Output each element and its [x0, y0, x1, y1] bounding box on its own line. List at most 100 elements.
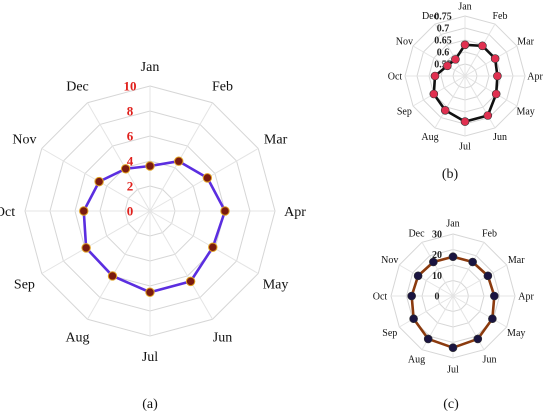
radial-tick-label: 30 [432, 230, 442, 241]
data-point-apr [490, 291, 499, 301]
grid-spoke [452, 242, 485, 297]
data-point-jun [473, 334, 483, 344]
data-point-apr [220, 206, 230, 216]
month-label-oct: Oct [0, 205, 15, 220]
radial-tick-label: 6 [127, 129, 134, 144]
month-label-aug: Aug [421, 132, 438, 143]
radial-tick-label: 8 [127, 104, 134, 119]
month-label-may: May [516, 107, 534, 118]
data-point-oct [79, 206, 89, 216]
grid-spoke [464, 75, 518, 107]
data-point-may [491, 89, 501, 99]
data-point-jun [483, 111, 493, 120]
month-label-sep: Sep [14, 277, 35, 292]
month-label-oct: Oct [373, 292, 388, 303]
data-point-may [208, 242, 218, 252]
data-point-oct [430, 71, 440, 81]
grid-spoke [464, 45, 518, 77]
month-label-apr: Apr [527, 72, 543, 83]
month-label-apr: Apr [518, 292, 534, 303]
month-label-nov: Nov [381, 255, 398, 266]
grid-spoke [149, 210, 213, 320]
grid-spoke [149, 210, 259, 274]
radial-tick-label: 2 [127, 179, 134, 194]
data-point-feb [174, 156, 184, 166]
month-label-nov: Nov [396, 37, 413, 48]
month-label-dec: Dec [66, 79, 89, 94]
month-label-jul: Jul [447, 365, 459, 376]
radial-tick-label: 0 [435, 292, 440, 303]
month-label-oct: Oct [388, 72, 403, 83]
month-label-sep: Sep [397, 107, 412, 118]
data-point-dec [120, 164, 131, 174]
month-label-jun: Jun [213, 330, 232, 345]
radial-tick-label: 0.65 [434, 36, 452, 47]
month-label-jun: Jun [493, 132, 507, 143]
month-label-sep: Sep [382, 328, 397, 339]
data-point-sep [81, 243, 91, 253]
data-point-jan [460, 40, 470, 50]
data-point-jul [145, 287, 155, 297]
data-point-aug [107, 271, 118, 281]
radial-tick-label: 10 [432, 271, 442, 282]
grid-spoke [434, 23, 466, 77]
grid-spoke [41, 210, 151, 274]
data-point-jul [460, 117, 470, 126]
grid-spoke [421, 242, 454, 297]
data-point-feb [468, 257, 477, 267]
radial-tick-label: 0.7 [437, 24, 450, 35]
month-label-jul: Jul [142, 350, 158, 365]
month-label-jun: Jun [483, 355, 497, 366]
grid-spoke [87, 210, 151, 320]
month-label-nov: Nov [12, 132, 36, 147]
data-point-apr [493, 71, 502, 81]
radar-chart-b: Jan Feb Mar Apr May Jun Jul Aug Sep Oct Nov Dec 0.55… [388, 2, 544, 183]
month-label-mar: Mar [517, 37, 534, 48]
data-point-mar [490, 54, 500, 63]
month-label-mar: Mar [264, 132, 288, 147]
data-point-nov [443, 61, 452, 71]
radial-tick-label: 0.55 [434, 60, 452, 71]
data-point-dec [429, 257, 438, 267]
data-point-may [488, 314, 497, 324]
month-label-jan: Jan [141, 60, 160, 75]
data-point-mar [202, 173, 213, 183]
month-label-may: May [263, 277, 289, 292]
month-label-aug: Aug [408, 355, 425, 366]
month-label-may: May [507, 328, 525, 339]
month-label-jan: Jan [458, 2, 471, 13]
data-point-oct [407, 291, 416, 301]
grid-spoke [412, 75, 466, 107]
radial-tick-label: 10 [124, 79, 137, 94]
radar-chart-c: Jan Feb Mar Apr May Jun Jul Aug Sep Oct Nov Dec 0 10 2… [373, 219, 535, 413]
data-point-jul [448, 343, 458, 352]
grid-spoke [412, 45, 466, 77]
data-point-sep [409, 314, 418, 324]
grid-spoke [464, 23, 496, 77]
month-label-jan: Jan [446, 219, 459, 230]
data-point-jan [448, 252, 458, 262]
radial-tick-label: 0 [127, 204, 134, 219]
radial-tick-label: 0.75 [434, 12, 452, 23]
radial-tick-label: 0.6 [437, 48, 450, 59]
grid-spoke [452, 295, 507, 328]
grid-spoke [87, 102, 151, 212]
data-point-jun [185, 276, 196, 287]
grid-spoke [399, 295, 454, 328]
grid-spoke [149, 102, 213, 212]
panel-label: (a) [142, 397, 158, 412]
month-label-feb: Feb [493, 11, 508, 22]
panel-label: (b) [442, 167, 459, 182]
month-label-apr: Apr [284, 205, 306, 220]
month-label-mar: Mar [508, 255, 525, 266]
data-point-jan [145, 161, 155, 171]
month-label-dec: Dec [422, 11, 439, 22]
grid-spoke [464, 75, 496, 129]
panel-label: (c) [443, 397, 459, 412]
grid-spoke [452, 264, 507, 297]
radial-tick-label: 4 [127, 154, 134, 169]
data-point-aug [423, 334, 433, 344]
month-label-dec: Dec [408, 228, 425, 239]
grid-spoke [434, 75, 466, 129]
